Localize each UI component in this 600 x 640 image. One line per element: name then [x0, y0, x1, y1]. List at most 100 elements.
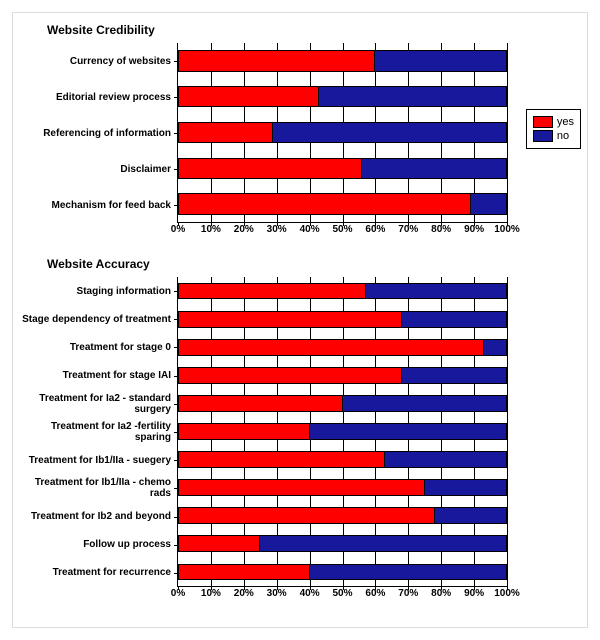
x-tick-label: 100% — [494, 224, 520, 235]
chart-title: Website Accuracy — [47, 257, 583, 271]
bar-segment-no — [402, 311, 507, 328]
bar-segment-no — [310, 564, 507, 581]
bar-segment-no — [375, 50, 507, 71]
x-tick-label: 10% — [201, 588, 221, 599]
category-label: Editorial review process — [17, 79, 177, 115]
bar-segment-yes — [178, 367, 402, 384]
bar-segment-yes — [178, 311, 402, 328]
x-tick-label: 10% — [201, 224, 221, 235]
bar-segment-yes — [178, 423, 310, 440]
bar-segment-yes — [178, 564, 310, 581]
bar-row — [178, 361, 507, 389]
category-label: Mechanism for feed back — [17, 187, 177, 223]
bar-segment-no — [425, 479, 507, 496]
x-tick-label: 60% — [365, 588, 385, 599]
chart-title: Website Credibility — [47, 23, 583, 37]
x-tick-label: 90% — [464, 224, 484, 235]
bar-row — [178, 115, 507, 151]
x-tick-label: 100% — [494, 588, 520, 599]
bar-segment-yes — [178, 535, 260, 552]
bar-segment-yes — [178, 339, 484, 356]
x-tick-label: 0% — [171, 224, 185, 235]
bar-segment-yes — [178, 86, 319, 107]
x-axis-ticks: 0%10%20%30%40%50%60%70%80%90%100% — [178, 224, 507, 238]
x-tick-label: 30% — [267, 224, 287, 235]
x-tick-label: 70% — [398, 224, 418, 235]
bar-segment-yes — [178, 395, 343, 412]
bar-segment-yes — [178, 507, 435, 524]
x-tick-label: 20% — [234, 224, 254, 235]
bar-row — [178, 417, 507, 445]
category-label: Treatment for stage 0 — [17, 333, 177, 361]
bar-segment-no — [343, 395, 508, 412]
x-tick-label: 20% — [234, 588, 254, 599]
category-label: Referencing of information — [17, 115, 177, 151]
bar-segment-no — [471, 193, 507, 214]
bar-row — [178, 150, 507, 186]
bar-segment-no — [362, 158, 507, 179]
x-tick-label: 90% — [464, 588, 484, 599]
bar-segment-yes — [178, 50, 375, 71]
grid-line — [507, 277, 508, 586]
bar-row — [178, 333, 507, 361]
chart-0: Website Credibility Currency of websitesE… — [17, 23, 583, 223]
x-tick-label: 60% — [365, 224, 385, 235]
bar-segment-no — [484, 339, 507, 356]
x-tick-label: 80% — [431, 588, 451, 599]
bar-row — [178, 43, 507, 79]
grid-line — [507, 43, 508, 222]
bar-segment-no — [260, 535, 507, 552]
category-label: Treatment for stage IAI — [17, 362, 177, 390]
x-tick-label: 50% — [332, 224, 352, 235]
x-tick-label: 30% — [267, 588, 287, 599]
bar-row — [178, 186, 507, 222]
category-label: Disclaimer — [17, 151, 177, 187]
chart-body: Staging informationStage dependency of t… — [17, 277, 583, 587]
bar-segment-yes — [178, 283, 366, 300]
category-label: Treatment for recurrence — [17, 559, 177, 587]
category-label: Treatment for Ib1/IIa - chemo rads — [17, 474, 177, 502]
bar-segment-no — [310, 423, 507, 440]
x-tick-label: 70% — [398, 588, 418, 599]
bar-row — [178, 389, 507, 417]
bar-row — [178, 502, 507, 530]
chart-body: Currency of websitesEditorial review pro… — [17, 43, 583, 223]
x-tick-label: 50% — [332, 588, 352, 599]
bar-segment-no — [273, 122, 507, 143]
category-label: Follow up process — [17, 531, 177, 559]
bar-segment-yes — [178, 451, 385, 468]
x-tick-label: 0% — [171, 588, 185, 599]
x-tick-label: 40% — [300, 224, 320, 235]
bars-container — [178, 43, 507, 222]
chart-1: Website Accuracy Staging informationStage… — [17, 257, 583, 587]
x-axis-ticks: 0%10%20%30%40%50%60%70%80%90%100% — [178, 588, 507, 602]
bar-segment-no — [366, 283, 507, 300]
bar-row — [178, 305, 507, 333]
plot-area: 0%10%20%30%40%50%60%70%80%90%100% — [177, 277, 507, 587]
y-axis-labels: Currency of websitesEditorial review pro… — [17, 43, 177, 223]
bar-segment-yes — [178, 193, 471, 214]
bar-row — [178, 446, 507, 474]
bar-segment-yes — [178, 158, 362, 179]
plot-area: 0%10%20%30%40%50%60%70%80%90%100% — [177, 43, 507, 223]
category-label: Treatment for Ia2 - standard surgery — [17, 390, 177, 418]
bars-container — [178, 277, 507, 586]
category-label: Treatment for Ib1/IIa - suegery — [17, 446, 177, 474]
bar-row — [178, 530, 507, 558]
category-label: Staging information — [17, 277, 177, 305]
bar-segment-no — [435, 507, 507, 524]
category-label: Treatment for Ib2 and beyond — [17, 502, 177, 530]
bar-segment-yes — [178, 122, 273, 143]
bar-segment-yes — [178, 479, 425, 496]
category-label: Treatment for Ia2 -fertility sparing — [17, 418, 177, 446]
charts-root: Website Credibility Currency of websitesE… — [17, 23, 583, 587]
bar-segment-no — [385, 451, 507, 468]
x-tick-label: 40% — [300, 588, 320, 599]
bar-row — [178, 474, 507, 502]
bar-row — [178, 79, 507, 115]
category-label: Stage dependency of treatment — [17, 305, 177, 333]
bar-row — [178, 558, 507, 586]
figure-container: yes no Website CredibilityCurrency of we… — [12, 12, 588, 628]
bar-row — [178, 277, 507, 305]
x-tick-label: 80% — [431, 224, 451, 235]
